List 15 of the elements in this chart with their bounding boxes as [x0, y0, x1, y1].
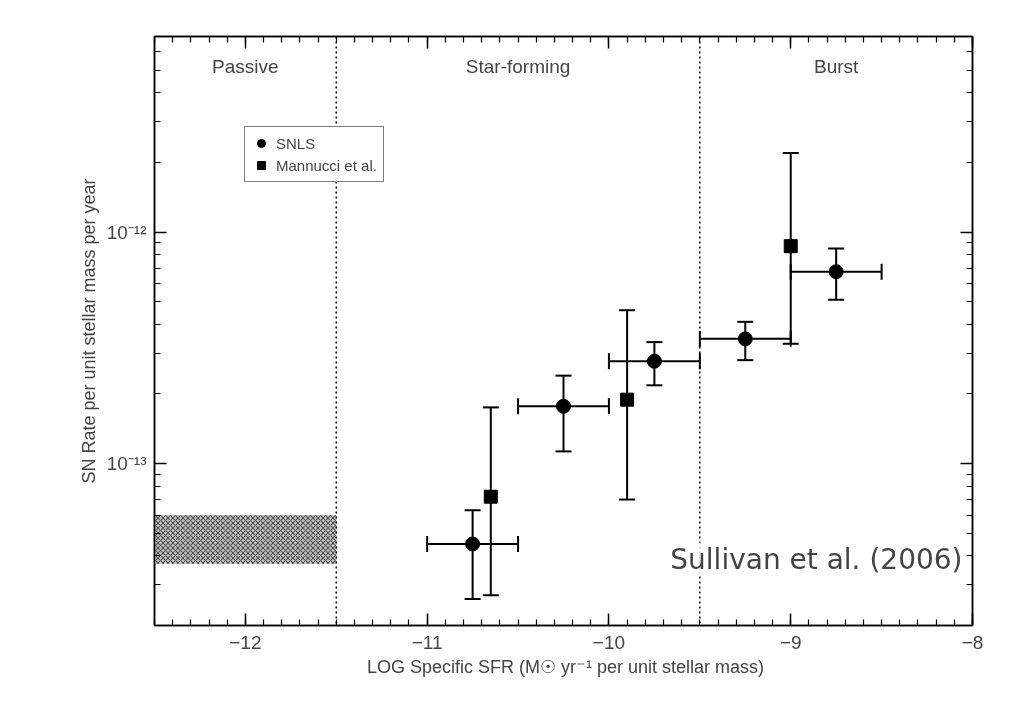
y-axis-title: SN Rate per unit stellar mass per year [78, 178, 99, 484]
annotation: Sullivan et al. (2006) [670, 542, 963, 576]
y-tick-label: 10⁻¹² [106, 221, 147, 243]
y-tick-label: 10⁻¹³ [106, 453, 147, 475]
x-tick-label: −9 [779, 631, 802, 653]
x-tick-label: −10 [592, 631, 626, 653]
legend-label: SNLS [276, 133, 316, 153]
x-tick-label: −11 [411, 631, 443, 653]
annotation: Passive [212, 56, 279, 77]
x-tick-label: −8 [961, 631, 984, 653]
annotation: Star-forming [465, 56, 571, 77]
x-axis-title: LOG Specific SFR (M☉ yr⁻¹ per unit stellar mass) [366, 656, 765, 677]
x-tick-label: −12 [229, 631, 262, 653]
legend-label: Mannucci et al. [276, 155, 377, 175]
annotation: Burst [813, 56, 860, 77]
